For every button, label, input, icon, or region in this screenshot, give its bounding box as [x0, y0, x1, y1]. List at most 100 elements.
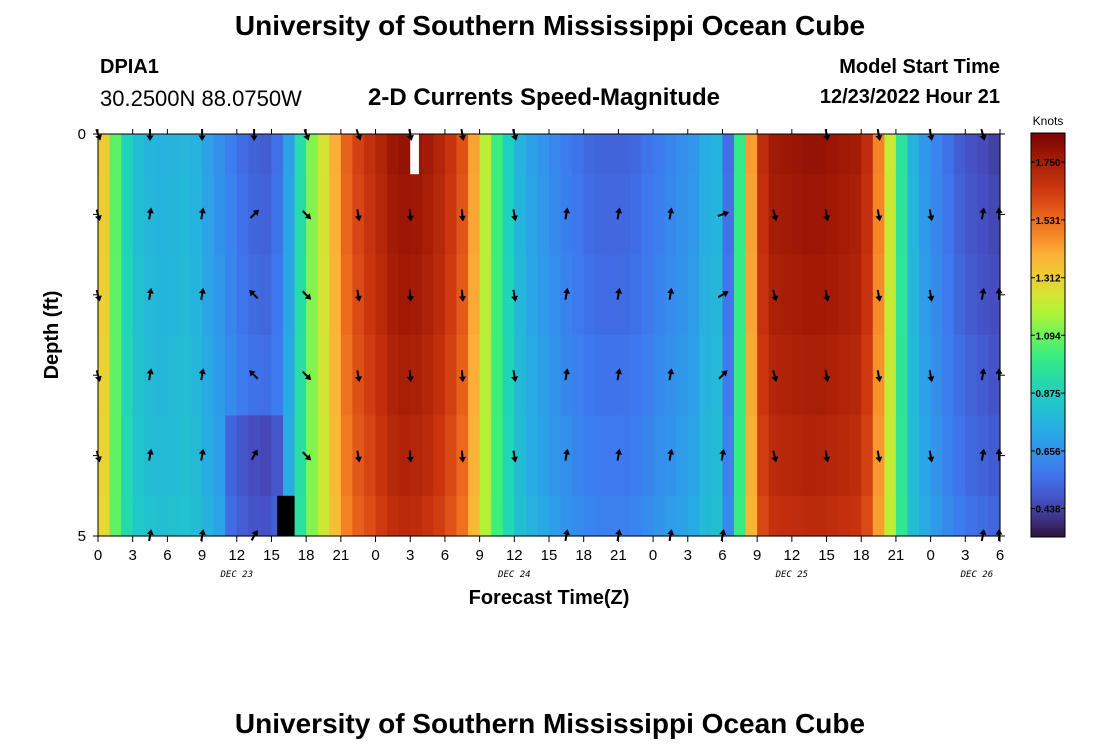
heatmap-cell: [895, 134, 909, 175]
current-vector-arrow: [875, 289, 883, 302]
heatmap-cell: [375, 254, 388, 336]
heatmap-cell: [895, 335, 909, 416]
heatmap-cell: [838, 335, 851, 416]
day-labels: DEC 23 DEC 24 DEC 25 DEC 26: [220, 570, 994, 580]
heatmap-cell: [491, 415, 504, 497]
heatmap-cell: [375, 134, 388, 175]
heatmap-cell: [895, 174, 909, 256]
current-vector-arrow: [667, 287, 675, 300]
x-tick-label: 15: [263, 547, 280, 564]
heatmap-cell: [387, 254, 400, 336]
heatmap-cell: [710, 134, 724, 175]
heatmap-cell: [109, 415, 122, 497]
heatmap-cell: [560, 495, 573, 537]
heatmap-cell: [317, 495, 330, 537]
heatmap-cell: [745, 335, 758, 416]
current-vector-arrow: [615, 207, 623, 220]
current-vector-arrow: [406, 450, 414, 463]
heatmap-cell: [745, 134, 758, 175]
heatmap-cell: [121, 335, 134, 416]
heatmap-cell: [791, 415, 805, 497]
heatmap-cell: [780, 335, 793, 416]
heatmap-cell: [306, 254, 319, 336]
current-vector-arrow: [823, 450, 831, 463]
current-vector-arrow: [771, 370, 779, 382]
heatmap-cell: [537, 134, 550, 175]
x-tick-label: 18: [298, 547, 315, 564]
heatmap-cell: [491, 254, 504, 336]
heatmap-cell: [803, 174, 816, 256]
heatmap-cell: [329, 495, 342, 537]
heatmap-cell: [757, 335, 770, 416]
heatmap-cell: [861, 415, 874, 497]
x-tick-label: 0: [371, 547, 379, 564]
heatmap-cell: [676, 174, 689, 256]
heatmap-cell: [583, 174, 596, 256]
heatmap-cell: [826, 495, 839, 537]
heatmap-cell: [653, 254, 666, 336]
current-vector-arrow: [301, 370, 312, 381]
heatmap-cell: [248, 134, 261, 175]
heatmap-cell: [225, 254, 238, 336]
heatmap-cell: [178, 335, 192, 416]
heatmap-cell: [676, 415, 689, 497]
heatmap-cell: [155, 134, 168, 175]
x-tick-label: 0: [926, 547, 934, 564]
heatmap-cell: [213, 254, 226, 336]
heatmap-cell: [699, 415, 712, 497]
current-vector-arrow: [979, 448, 987, 461]
heatmap-cell: [155, 254, 168, 336]
colorbar-tick-label: 0.875: [1035, 389, 1060, 400]
heatmap-cell: [687, 134, 700, 175]
current-vector-arrow: [995, 529, 1003, 541]
heatmap-cells: [98, 134, 1001, 537]
heatmap-cell: [317, 134, 330, 175]
current-vector-arrow: [458, 289, 466, 302]
heatmap-cell: [641, 134, 654, 175]
heatmap-cell: [895, 254, 909, 336]
heatmap-cell: [433, 415, 446, 497]
heatmap-cell: [352, 495, 365, 537]
current-vector-arrow: [355, 128, 363, 141]
heatmap-cell: [306, 174, 319, 256]
heatmap-cell: [780, 415, 793, 497]
heatmap-cell: [363, 335, 377, 416]
heatmap-cell: [884, 134, 897, 175]
x-tick-label: 3: [129, 547, 137, 564]
heatmap-cell: [653, 415, 666, 497]
y-tick-label: 0: [78, 126, 86, 143]
heatmap-cell: [248, 495, 261, 537]
current-vector-arrow: [717, 291, 729, 299]
heatmap-cell: [907, 134, 920, 175]
heatmap-cell: [537, 335, 550, 416]
heatmap-cell: [572, 335, 585, 416]
heatmap-cell: [236, 415, 249, 497]
station-coordinates: 30.2500N 88.0750W: [100, 86, 302, 111]
heatmap-cell: [329, 335, 342, 416]
heatmap-cell: [953, 134, 966, 175]
heatmap-cell: [676, 134, 689, 175]
x-tick-label: 15: [818, 547, 835, 564]
heatmap-cell: [861, 134, 874, 175]
missing-data-cell: [277, 495, 295, 536]
heatmap-cell: [294, 335, 307, 416]
heatmap-cell: [710, 495, 724, 537]
colorbar-tick-label: 0.656: [1035, 447, 1060, 458]
heatmap-cell: [444, 335, 458, 416]
current-vector-arrow: [667, 448, 675, 461]
colorbar-unit: Knots: [1033, 114, 1064, 128]
heatmap-cell: [942, 254, 955, 336]
heatmap-cell: [919, 174, 932, 256]
current-vector-arrow: [718, 370, 728, 380]
heatmap-cell: [468, 415, 481, 497]
heatmap-cell: [699, 335, 712, 416]
heatmap-cell: [236, 134, 249, 175]
heatmap-cell: [710, 415, 724, 497]
heatmap-cell: [514, 335, 527, 416]
heatmap-cell: [814, 335, 828, 416]
heatmap-cell: [965, 174, 978, 256]
heatmap-cell: [363, 415, 377, 497]
heatmap-cell: [791, 134, 805, 175]
current-vector-arrow: [146, 287, 154, 300]
heatmap-cell: [514, 495, 527, 537]
